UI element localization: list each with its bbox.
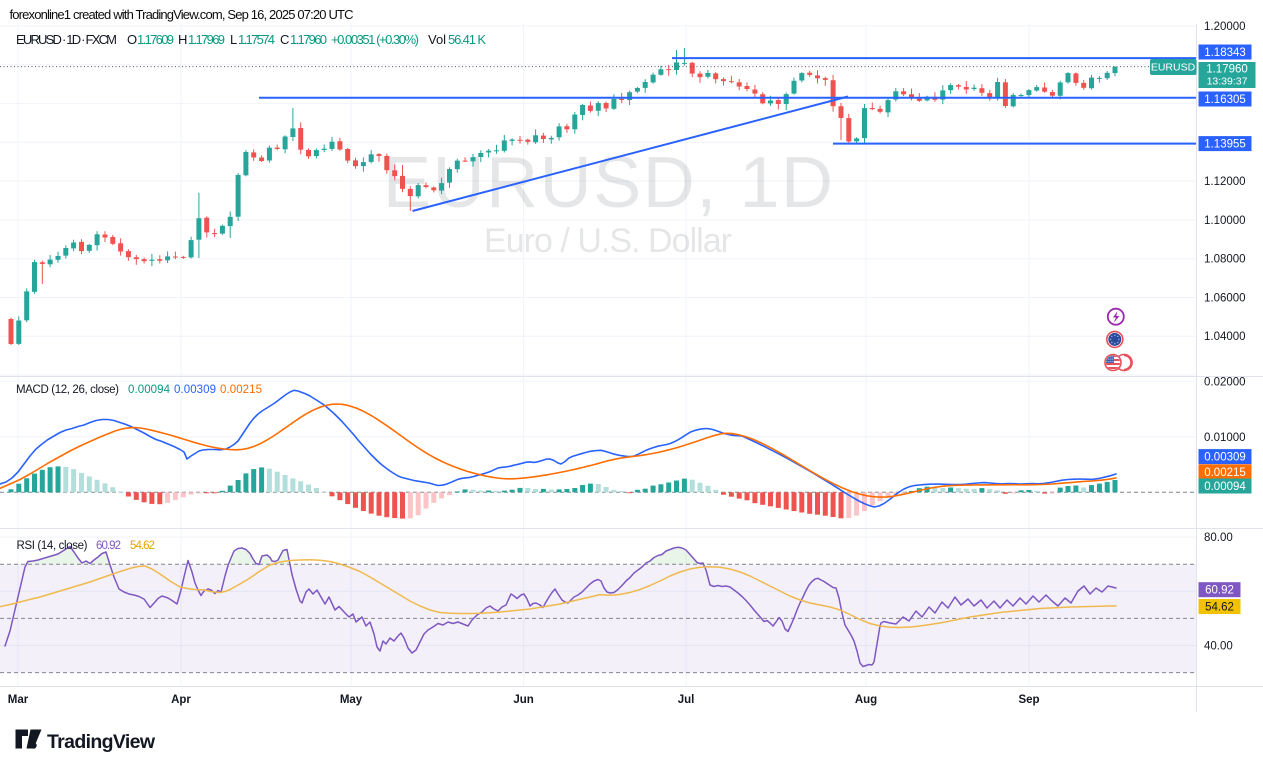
- svg-text:0.02000: 0.02000: [1204, 376, 1246, 388]
- svg-text:1.12000: 1.12000: [1204, 176, 1246, 188]
- svg-text:1.04000: 1.04000: [1204, 331, 1246, 343]
- svg-text:0.00094: 0.00094: [1204, 481, 1246, 493]
- svg-text:L: L: [230, 32, 237, 47]
- svg-text:0.00309: 0.00309: [1204, 452, 1246, 464]
- svg-text:Sep: Sep: [1018, 694, 1039, 706]
- svg-text:1.20000: 1.20000: [1204, 21, 1246, 33]
- svg-text:Aug: Aug: [855, 694, 877, 706]
- svg-text:56.41 K: 56.41 K: [448, 32, 486, 47]
- svg-text:Euro / U.S. Dollar: Euro / U.S. Dollar: [484, 222, 732, 260]
- svg-text:Jun: Jun: [513, 694, 533, 706]
- svg-text:1.17960: 1.17960: [290, 32, 327, 47]
- svg-text:MACD (12, 26, close): MACD (12, 26, close): [16, 384, 119, 396]
- svg-text:1.10000: 1.10000: [1204, 215, 1246, 227]
- svg-text:RSI (14, close): RSI (14, close): [17, 540, 88, 552]
- svg-text:1.17609: 1.17609: [137, 32, 174, 47]
- svg-text:13:39:37: 13:39:37: [1207, 76, 1248, 88]
- svg-text:54.62: 54.62: [1205, 602, 1234, 614]
- svg-text:Apr: Apr: [171, 694, 191, 706]
- svg-text:0.00094: 0.00094: [128, 384, 171, 396]
- svg-text:80.00: 80.00: [1204, 532, 1233, 544]
- svg-text:0.00215: 0.00215: [220, 384, 262, 396]
- svg-text:C: C: [280, 32, 289, 47]
- svg-text:1.08000: 1.08000: [1204, 254, 1246, 266]
- svg-text:1.06000: 1.06000: [1204, 293, 1246, 305]
- svg-text:Jul: Jul: [678, 694, 695, 706]
- svg-text:O: O: [127, 32, 137, 47]
- svg-text:1.17960: 1.17960: [1206, 64, 1248, 76]
- svg-text:TradingView: TradingView: [47, 731, 156, 753]
- svg-text:EURUSD · 1D · FXCM: EURUSD · 1D · FXCM: [16, 32, 117, 47]
- svg-text:1.17969: 1.17969: [188, 32, 225, 47]
- svg-text:60.92: 60.92: [1205, 585, 1234, 597]
- svg-text:40.00: 40.00: [1204, 641, 1233, 653]
- svg-text:1.13955: 1.13955: [1204, 139, 1246, 151]
- svg-text:EURUSD, 1D: EURUSD, 1D: [383, 143, 833, 223]
- svg-text:May: May: [340, 694, 363, 706]
- svg-text:Mar: Mar: [8, 694, 29, 706]
- svg-text:0.00215: 0.00215: [1204, 467, 1246, 479]
- svg-text:1.18343: 1.18343: [1204, 47, 1246, 59]
- svg-text:forexonline1 created with Trad: forexonline1 created with TradingView.co…: [10, 7, 354, 22]
- svg-text:60.92: 60.92: [96, 540, 121, 552]
- svg-text:0.00309: 0.00309: [174, 384, 216, 396]
- svg-text:H: H: [178, 32, 187, 47]
- svg-text:1.16305: 1.16305: [1204, 94, 1246, 106]
- svg-text:1.17574: 1.17574: [238, 32, 275, 47]
- svg-text:+0.00351 (+0.30%): +0.00351 (+0.30%): [331, 32, 419, 47]
- svg-text:54.62: 54.62: [130, 540, 155, 552]
- svg-text:EURUSD: EURUSD: [1151, 62, 1196, 74]
- svg-text:0.01000: 0.01000: [1204, 432, 1246, 444]
- svg-text:Vol: Vol: [428, 32, 446, 47]
